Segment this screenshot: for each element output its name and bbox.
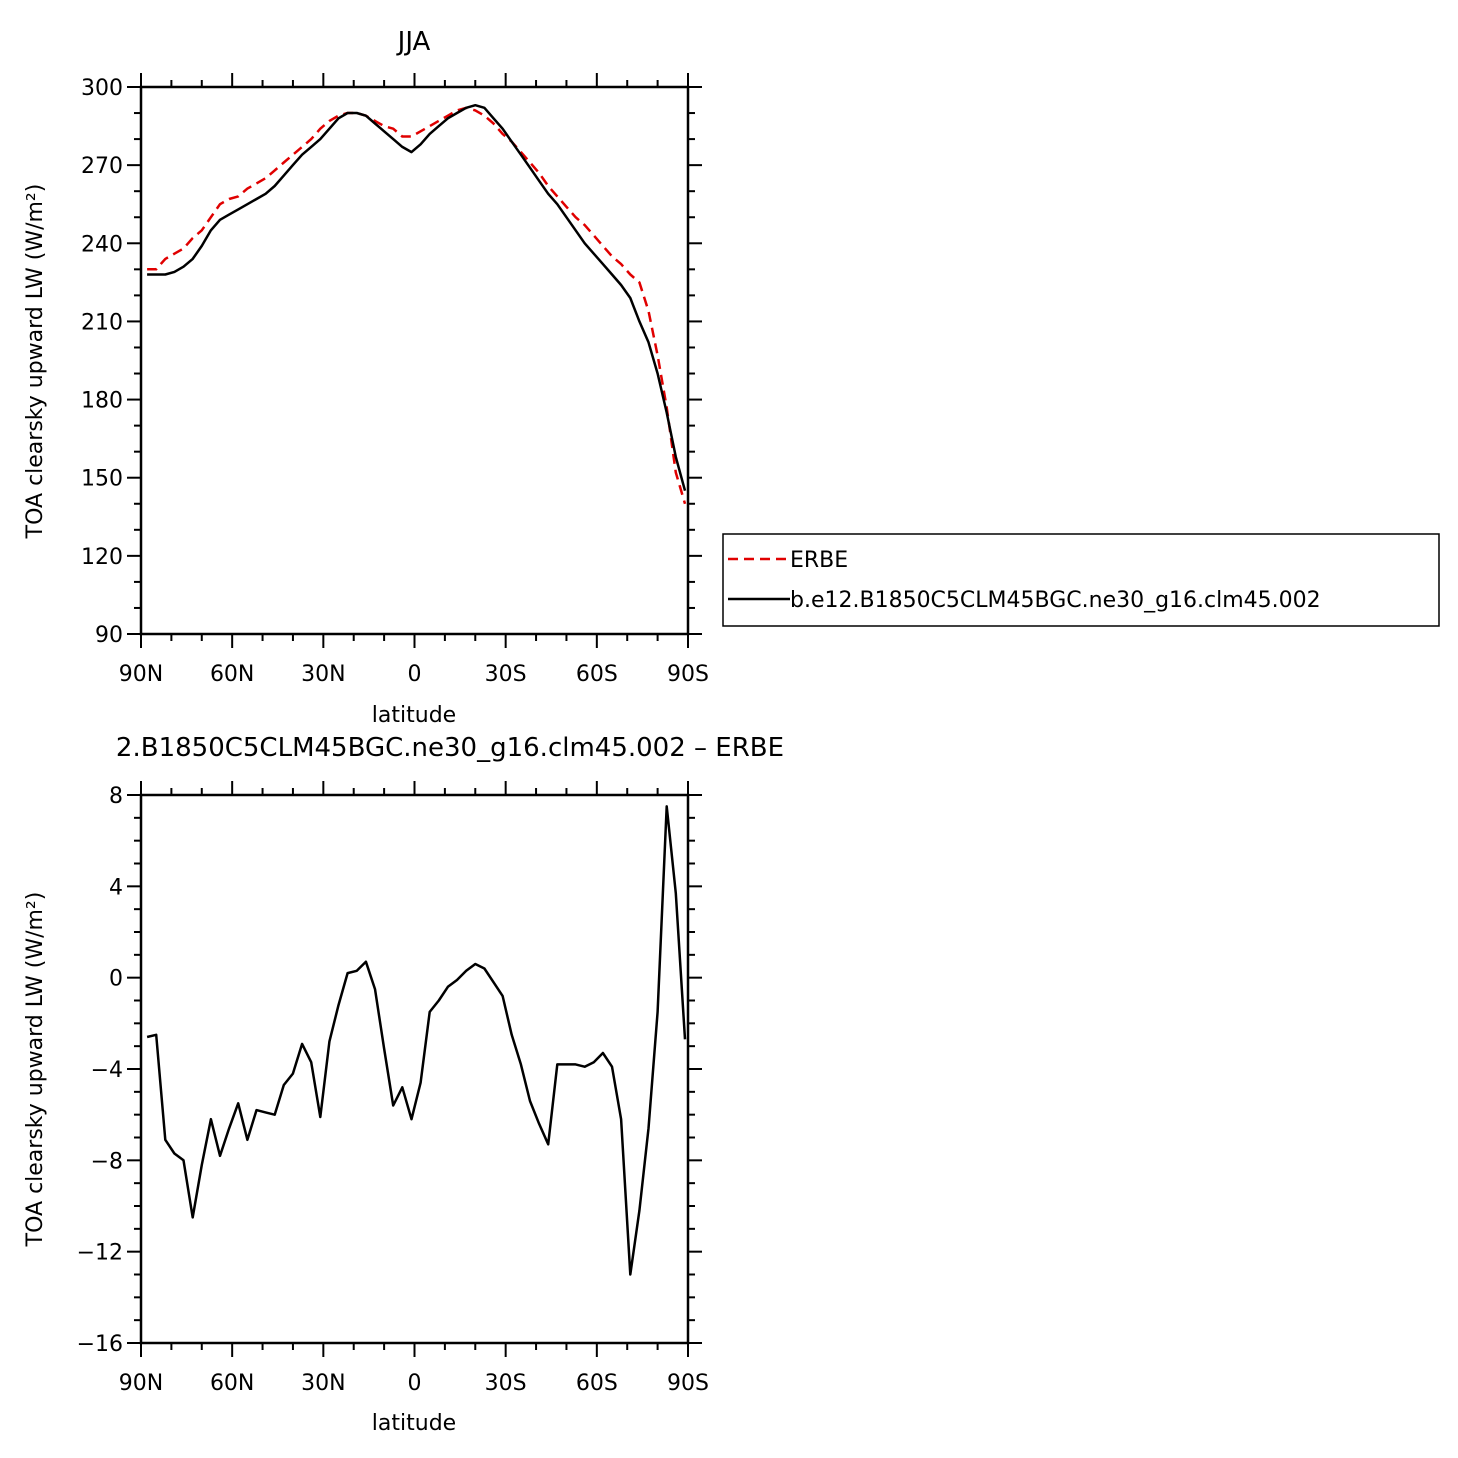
chart-title: 2.B1850C5CLM45BGC.ne30_g16.clm45.002 – E… [116,733,784,763]
x-tick-label: 90N [119,662,163,687]
legend: ERBE b.e12.B1850C5CLM45BGC.ne30_g16.clm4… [722,533,1440,627]
y-tick-label: 0 [109,967,123,992]
y-tick-label: −4 [91,1058,123,1083]
legend-box [722,533,1440,627]
x-tick-label: 0 [408,662,422,687]
x-axis-label: latitude [372,1411,456,1436]
axis-ticks [127,73,702,648]
axis-ticks [127,781,702,1357]
legend-label-model: b.e12.B1850C5CLM45BGC.ne30_g16.clm45.002 [790,588,1321,613]
series-line-0 [146,805,687,1276]
x-tick-label: 90S [667,1371,709,1396]
y-tick-label: 270 [81,154,123,179]
x-tick-label: 30N [301,1371,345,1396]
x-tick-label: 60S [576,662,618,687]
chart-panel-top: JJA TOA clearsky upward LW (W/m²) latitu… [23,27,709,728]
y-axis-label: TOA clearsky upward LW (W/m²) [23,892,48,1248]
y-tick-label: 4 [109,875,123,900]
y-tick-label: 90 [95,623,123,648]
y-tick-label: 8 [109,784,123,809]
x-tick-label: 90N [119,1371,163,1396]
x-tick-label: 30S [485,1371,527,1396]
y-tick-label: −8 [91,1149,123,1174]
x-tick-label: 90S [667,662,709,687]
x-tick-label: 30S [485,662,527,687]
plot-frame [139,793,690,1345]
y-tick-label: 180 [81,389,123,414]
chart-title: JJA [396,27,431,57]
y-tick-label: 240 [81,232,123,257]
chart-panel-bottom: 2.B1850C5CLM45BGC.ne30_g16.clm45.002 – E… [23,733,784,1436]
y-axis-label: TOA clearsky upward LW (W/m²) [23,184,48,540]
x-tick-label: 60N [210,1371,254,1396]
y-tick-label: −12 [77,1241,123,1266]
y-tick-label: 120 [81,545,123,570]
y-tick-label: 150 [81,467,123,492]
tick-labels: 90N 60N 30N 0 30S 60S 90S −16 −12 −8 −4 0 4 8 [77,784,709,1396]
x-tick-label: 60S [576,1371,618,1396]
x-tick-label: 0 [408,1371,422,1396]
y-tick-label: 300 [81,76,123,101]
y-tick-label: 210 [81,310,123,335]
x-tick-label: 60N [210,662,254,687]
series-line-0 [147,106,687,505]
plot-frame [139,85,690,636]
x-tick-label: 30N [301,662,345,687]
series-line-1 [147,103,687,492]
x-axis-label: latitude [372,703,456,728]
y-tick-label: −16 [77,1332,123,1357]
series-lines [147,103,687,505]
legend-label-erbe: ERBE [790,548,848,573]
tick-labels: 90N 60N 30N 0 30S 60S 90S 90 120 150 180 210 240 270 3… [81,76,709,687]
series-lines [146,805,687,1276]
